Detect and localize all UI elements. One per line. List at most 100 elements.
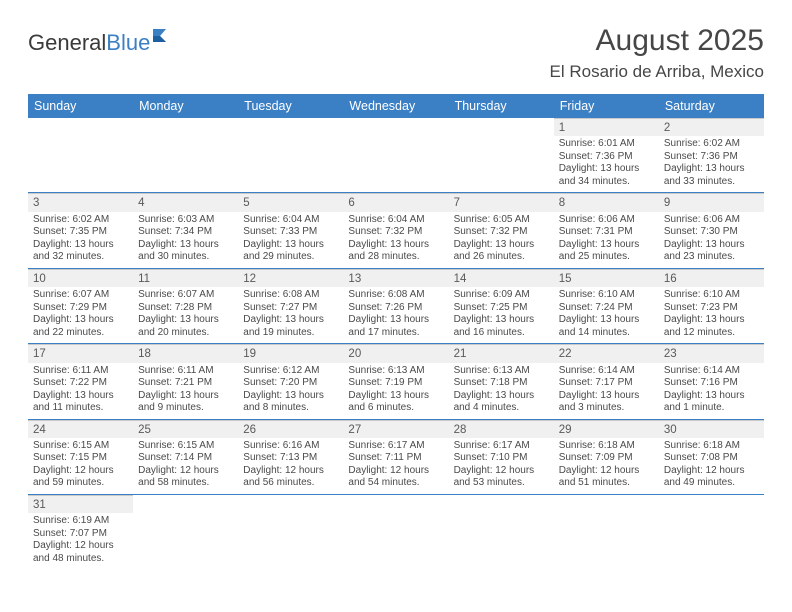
daylight-line: Daylight: 13 hours (348, 390, 443, 403)
sunset-line: Sunset: 7:35 PM (33, 226, 128, 239)
calendar-day: 4Sunrise: 6:03 AMSunset: 7:34 PMDaylight… (133, 193, 238, 267)
daylight-line: Daylight: 12 hours (33, 540, 128, 553)
daylight-line: and 14 minutes. (559, 327, 654, 340)
day-header-cell: Friday (554, 94, 659, 118)
daylight-line: and 29 minutes. (243, 251, 338, 264)
sunset-line: Sunset: 7:09 PM (559, 452, 654, 465)
daylight-line: and 11 minutes. (33, 402, 128, 415)
sunrise-line: Sunrise: 6:18 AM (559, 440, 654, 453)
sunset-line: Sunset: 7:33 PM (243, 226, 338, 239)
day-number: 12 (238, 270, 343, 287)
calendar-week: 17Sunrise: 6:11 AMSunset: 7:22 PMDayligh… (28, 344, 764, 419)
calendar-week: 24Sunrise: 6:15 AMSunset: 7:15 PMDayligh… (28, 420, 764, 495)
month-title: August 2025 (550, 24, 764, 58)
daylight-line: and 30 minutes. (138, 251, 233, 264)
daylight-line: Daylight: 13 hours (348, 314, 443, 327)
daylight-line: and 51 minutes. (559, 477, 654, 490)
daylight-line: and 17 minutes. (348, 327, 443, 340)
daylight-line: Daylight: 12 hours (559, 465, 654, 478)
daylight-line: and 9 minutes. (138, 402, 233, 415)
daylight-line: Daylight: 13 hours (138, 390, 233, 403)
sunrise-line: Sunrise: 6:08 AM (348, 289, 443, 302)
daylight-line: Daylight: 13 hours (559, 390, 654, 403)
day-number: 18 (133, 345, 238, 362)
calendar-empty (28, 118, 133, 192)
flag-icon (152, 27, 178, 50)
day-number: 19 (238, 345, 343, 362)
day-number: 4 (133, 194, 238, 211)
sunset-line: Sunset: 7:15 PM (33, 452, 128, 465)
sunset-line: Sunset: 7:18 PM (454, 377, 549, 390)
daylight-line: Daylight: 13 hours (243, 390, 338, 403)
sunrise-line: Sunrise: 6:04 AM (243, 214, 338, 227)
calendar-empty (238, 118, 343, 192)
day-number: 11 (133, 270, 238, 287)
calendar-week: 31Sunrise: 6:19 AMSunset: 7:07 PMDayligh… (28, 495, 764, 569)
daylight-line: Daylight: 13 hours (559, 239, 654, 252)
daylight-line: Daylight: 13 hours (454, 390, 549, 403)
day-number: 9 (659, 194, 764, 211)
calendar-day: 6Sunrise: 6:04 AMSunset: 7:32 PMDaylight… (343, 193, 448, 267)
logo: GeneralBlue (28, 30, 178, 56)
calendar-day: 19Sunrise: 6:12 AMSunset: 7:20 PMDayligh… (238, 344, 343, 418)
day-header-row: SundayMondayTuesdayWednesdayThursdayFrid… (28, 94, 764, 118)
calendar-day: 11Sunrise: 6:07 AMSunset: 7:28 PMDayligh… (133, 269, 238, 343)
daylight-line: and 23 minutes. (664, 251, 759, 264)
daylight-line: Daylight: 13 hours (664, 239, 759, 252)
daylight-line: Daylight: 13 hours (33, 239, 128, 252)
sunrise-line: Sunrise: 6:04 AM (348, 214, 443, 227)
sunrise-line: Sunrise: 6:15 AM (33, 440, 128, 453)
sunrise-line: Sunrise: 6:17 AM (348, 440, 443, 453)
sunset-line: Sunset: 7:36 PM (559, 151, 654, 164)
daylight-line: and 26 minutes. (454, 251, 549, 264)
calendar-day: 14Sunrise: 6:09 AMSunset: 7:25 PMDayligh… (449, 269, 554, 343)
daylight-line: Daylight: 12 hours (33, 465, 128, 478)
daylight-line: and 28 minutes. (348, 251, 443, 264)
daylight-line: Daylight: 12 hours (138, 465, 233, 478)
daylight-line: Daylight: 13 hours (454, 314, 549, 327)
daylight-line: Daylight: 13 hours (33, 390, 128, 403)
logo-text: GeneralBlue (28, 30, 150, 56)
calendar-day: 13Sunrise: 6:08 AMSunset: 7:26 PMDayligh… (343, 269, 448, 343)
calendar-empty (449, 118, 554, 192)
sunset-line: Sunset: 7:08 PM (664, 452, 759, 465)
day-header-cell: Saturday (659, 94, 764, 118)
sunset-line: Sunset: 7:27 PM (243, 302, 338, 315)
day-number: 21 (449, 345, 554, 362)
day-number: 26 (238, 421, 343, 438)
sunrise-line: Sunrise: 6:03 AM (138, 214, 233, 227)
day-number: 14 (449, 270, 554, 287)
calendar-day: 5Sunrise: 6:04 AMSunset: 7:33 PMDaylight… (238, 193, 343, 267)
daylight-line: Daylight: 13 hours (664, 390, 759, 403)
daylight-line: Daylight: 13 hours (243, 239, 338, 252)
daylight-line: and 12 minutes. (664, 327, 759, 340)
sunset-line: Sunset: 7:13 PM (243, 452, 338, 465)
day-number: 3 (28, 194, 133, 211)
day-number: 16 (659, 270, 764, 287)
sunrise-line: Sunrise: 6:10 AM (664, 289, 759, 302)
day-number: 2 (659, 119, 764, 136)
sunrise-line: Sunrise: 6:11 AM (138, 365, 233, 378)
sunrise-line: Sunrise: 6:06 AM (664, 214, 759, 227)
sunset-line: Sunset: 7:20 PM (243, 377, 338, 390)
daylight-line: and 6 minutes. (348, 402, 443, 415)
calendar-day: 12Sunrise: 6:08 AMSunset: 7:27 PMDayligh… (238, 269, 343, 343)
sunrise-line: Sunrise: 6:10 AM (559, 289, 654, 302)
sunrise-line: Sunrise: 6:15 AM (138, 440, 233, 453)
header: GeneralBlue August 2025 El Rosario de Ar… (28, 24, 764, 82)
daylight-line: Daylight: 13 hours (348, 239, 443, 252)
sunrise-line: Sunrise: 6:06 AM (559, 214, 654, 227)
calendar-day: 18Sunrise: 6:11 AMSunset: 7:21 PMDayligh… (133, 344, 238, 418)
calendar-empty (554, 495, 659, 569)
sunrise-line: Sunrise: 6:13 AM (454, 365, 549, 378)
calendar-day: 15Sunrise: 6:10 AMSunset: 7:24 PMDayligh… (554, 269, 659, 343)
day-header-cell: Sunday (28, 94, 133, 118)
daylight-line: and 25 minutes. (559, 251, 654, 264)
sunset-line: Sunset: 7:31 PM (559, 226, 654, 239)
sunset-line: Sunset: 7:23 PM (664, 302, 759, 315)
daylight-line: Daylight: 13 hours (664, 314, 759, 327)
sunrise-line: Sunrise: 6:13 AM (348, 365, 443, 378)
daylight-line: and 4 minutes. (454, 402, 549, 415)
day-number: 8 (554, 194, 659, 211)
daylight-line: Daylight: 13 hours (454, 239, 549, 252)
